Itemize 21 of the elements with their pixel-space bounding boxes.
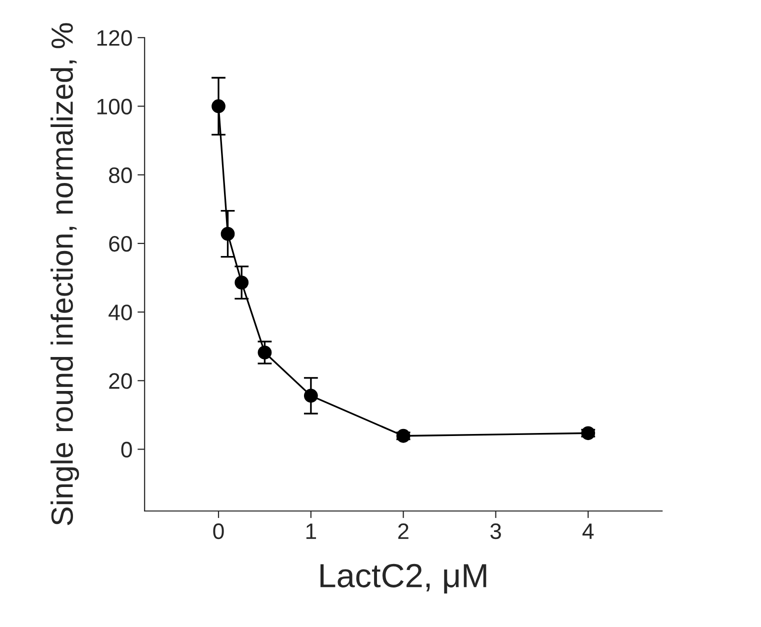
x-tick-label: 2 <box>398 523 408 539</box>
y-tick-label: 100 <box>97 98 132 114</box>
x-tick-label: 3 <box>490 523 501 540</box>
y-tick-label: 80 <box>109 167 132 184</box>
x-tick-label: 1 <box>306 524 316 539</box>
point <box>220 226 235 241</box>
y-tick-label: 120 <box>97 30 132 46</box>
y-tick-label: 40 <box>108 304 132 320</box>
point <box>581 426 596 440</box>
y-axis-title: Single round infection, normalized, % <box>50 23 80 526</box>
y-tick-label: 0 <box>121 442 132 458</box>
point <box>258 346 272 360</box>
y-tick-label: 60 <box>109 236 132 252</box>
point <box>396 428 410 443</box>
x-tick-label: 4 <box>582 524 594 539</box>
point <box>304 388 318 403</box>
x-tick-label: 0 <box>213 523 224 540</box>
point <box>212 99 226 114</box>
point <box>234 276 249 290</box>
x-axis-title: LactC2, μM <box>320 564 486 594</box>
y-tick-label: 20 <box>109 373 132 389</box>
